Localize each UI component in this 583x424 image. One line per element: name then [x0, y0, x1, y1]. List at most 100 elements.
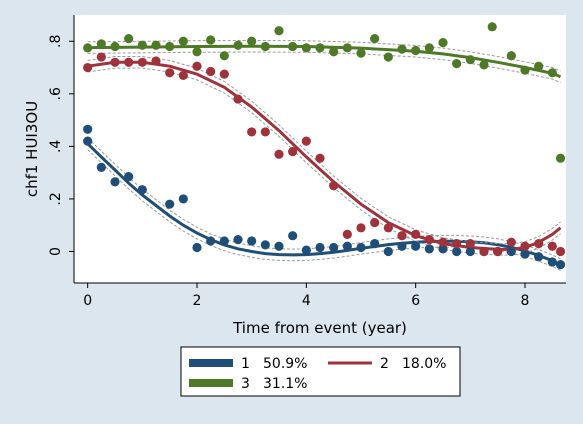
series-3-point [274, 26, 284, 36]
x-tick-label: 4 [302, 293, 311, 309]
series-2-point [493, 246, 503, 257]
series-2-point [479, 246, 489, 257]
series-2-point [124, 57, 134, 67]
series-3-point [438, 37, 448, 48]
series-3-point [555, 153, 566, 163]
series-1-point [124, 171, 134, 182]
series-2-fit-line [87, 60, 562, 251]
series-2-point [370, 217, 380, 228]
series-3-point [329, 47, 339, 57]
series-2-point [356, 223, 366, 233]
series-3-point [137, 40, 147, 50]
series-3-point [370, 34, 380, 44]
series-1-point [83, 136, 93, 146]
series-1-point [547, 257, 557, 267]
series-2-point [274, 149, 284, 159]
series-2-point [555, 246, 566, 257]
series-2-point [397, 231, 407, 241]
series-2-point [151, 56, 161, 66]
series-1-point [178, 194, 188, 204]
series-1-point [465, 246, 475, 257]
series-1-point [206, 236, 216, 246]
legend-swatch-1 [189, 359, 233, 367]
series-1-point [233, 235, 243, 245]
series-1-point [452, 246, 462, 257]
series-2-point [206, 66, 216, 77]
x-tick-label: 6 [411, 293, 420, 309]
series-2-point [165, 68, 175, 78]
series-1-point [301, 245, 311, 255]
series-3-point [151, 40, 161, 50]
series-3-point [124, 34, 134, 44]
series-1-point [329, 242, 339, 253]
ticks-layer: 0 2 4 6 8 0 .2 .4 .6 .8 [48, 35, 529, 309]
series-3-point [110, 41, 120, 52]
series-1-point [83, 124, 93, 134]
legend-pct-1: 50.9% [263, 356, 307, 372]
series-1-point [520, 249, 530, 259]
series-1-point [192, 242, 202, 253]
series-2-point [110, 57, 120, 67]
y-tick-label: .8 [48, 35, 64, 48]
series-1-point [288, 231, 298, 241]
series-3-point [247, 36, 257, 46]
series-2-point [424, 235, 434, 245]
series-1-point [247, 236, 257, 246]
series-2-point [315, 153, 325, 163]
series-2-point [219, 69, 229, 79]
y-tick-label: .6 [48, 87, 64, 100]
series-3-point [397, 44, 407, 54]
legend-pct-3: 31.1% [263, 376, 307, 392]
series-1-point [219, 236, 229, 246]
series-2-point [329, 181, 339, 191]
series-1-point [370, 238, 380, 249]
series-3-point [465, 55, 475, 65]
series-3-point [534, 61, 544, 71]
series-2-point [534, 238, 544, 249]
series-1-point [383, 246, 393, 257]
points-layer [83, 22, 566, 270]
series-1-point [534, 252, 544, 262]
series-1-point [274, 241, 284, 251]
legend-num-3: 3 [241, 376, 250, 392]
series-1-point [260, 240, 270, 250]
series-3-point [479, 60, 489, 70]
y-tick-label: 0 [48, 247, 64, 256]
series-1-point [315, 242, 325, 253]
series-3-point [547, 68, 557, 78]
series-2-point [438, 237, 448, 247]
series-2-point [506, 237, 516, 247]
series-3-point [356, 48, 366, 58]
y-tick-label: .4 [48, 140, 64, 153]
series-1-point [96, 162, 106, 172]
x-axis-title: Time from event (year) [232, 319, 407, 337]
series-3-point [288, 41, 298, 52]
series-2-point [178, 70, 188, 81]
series-2-point [520, 241, 530, 251]
series-3-point [178, 36, 188, 46]
series-3-point [506, 51, 516, 61]
series-3-point [165, 41, 175, 52]
series-1-point [165, 199, 175, 209]
series-3-point [206, 35, 216, 45]
series-2-point [260, 127, 270, 137]
series-3-point [520, 65, 530, 75]
series-3-point [260, 41, 270, 52]
series-3-point [83, 43, 93, 53]
axes-layer [73, 15, 566, 284]
series-2-point [465, 238, 475, 249]
series-2-point [137, 57, 147, 67]
series-1-point [424, 244, 434, 254]
series-1-point [356, 242, 366, 253]
legend-num-1: 1 [241, 356, 250, 372]
legend-pct-2: 18.0% [402, 356, 446, 372]
series-2-point [452, 238, 462, 249]
series-1-point [110, 177, 120, 187]
series-1-ci-upper [87, 137, 561, 260]
series-2-point [301, 136, 311, 146]
series-2-point [547, 241, 557, 251]
series-2-point [342, 229, 352, 239]
series-2-point [83, 62, 93, 73]
